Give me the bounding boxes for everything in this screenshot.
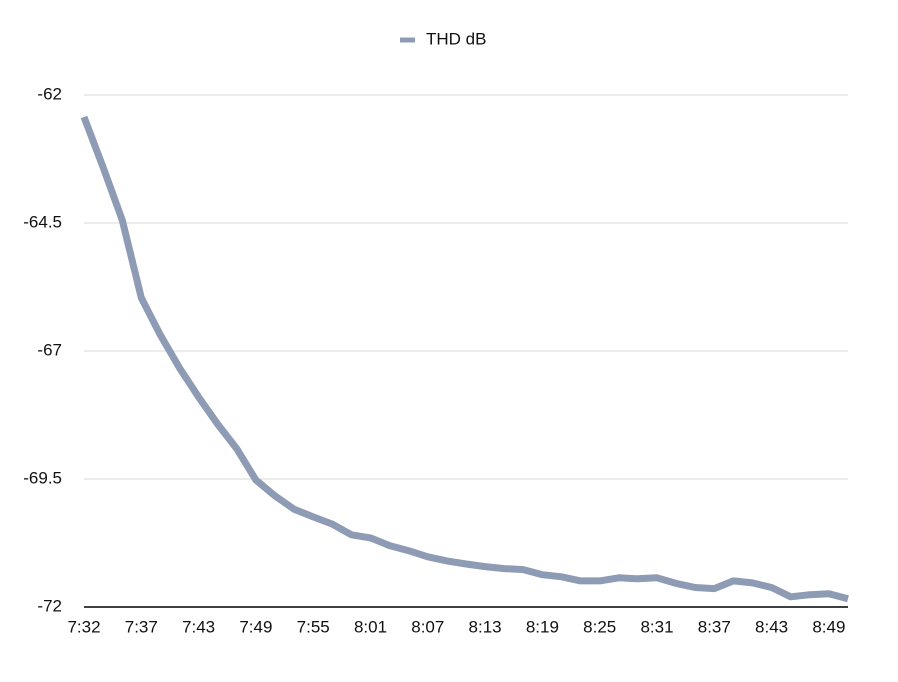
- y-tick-label: -62: [37, 84, 62, 103]
- data-line: [80, 115, 849, 603]
- x-tick-label: 8:25: [583, 617, 616, 636]
- x-tick-label: 7:37: [125, 617, 158, 636]
- x-tick-label: 8:13: [469, 617, 502, 636]
- x-tick-label: 8:01: [354, 617, 387, 636]
- y-tick-label: -69.5: [23, 468, 62, 487]
- x-tick-label: 8:49: [812, 617, 845, 636]
- x-tick-label: 8:19: [526, 617, 559, 636]
- x-tick-label: 8:07: [411, 617, 444, 636]
- x-tick-label: 7:49: [239, 617, 272, 636]
- x-tick-label: 8:31: [640, 617, 673, 636]
- legend-label: THD dB: [426, 29, 486, 48]
- x-tick-label: 8:37: [698, 617, 731, 636]
- x-tick-label: 7:55: [297, 617, 330, 636]
- x-tick-label: 7:32: [67, 617, 100, 636]
- y-tick-label: -67: [37, 340, 62, 359]
- x-tick-label: 7:43: [182, 617, 215, 636]
- y-tick-label: -64.5: [23, 212, 62, 231]
- x-tick-label: 8:43: [755, 617, 788, 636]
- y-tick-label: -72: [37, 596, 62, 615]
